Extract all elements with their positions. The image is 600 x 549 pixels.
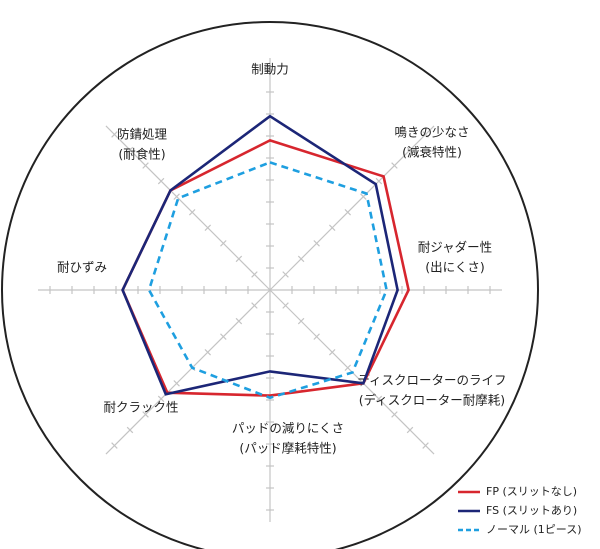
tick-mark <box>375 395 383 403</box>
tick-mark <box>204 224 212 232</box>
tick-mark <box>297 317 305 325</box>
series-line <box>121 114 399 396</box>
tick-mark <box>251 271 258 278</box>
tick-mark <box>360 193 367 200</box>
tick-mark <box>173 193 180 200</box>
tick-mark <box>204 348 212 356</box>
category-label: 防錆処理 <box>117 127 168 142</box>
tick-mark <box>391 411 398 418</box>
category-label: 制動力 <box>251 62 289 77</box>
category-label: 鳴きの少なさ <box>394 125 469 140</box>
tick-mark <box>375 177 383 185</box>
tick-mark <box>157 395 165 403</box>
tick-mark <box>391 162 398 169</box>
tick-mark <box>313 333 320 340</box>
axis-line <box>105 125 271 291</box>
tick-mark <box>111 442 118 449</box>
axis-line <box>105 289 271 455</box>
tick-mark <box>422 131 429 138</box>
legend-label: FS (スリットあり) <box>486 504 577 517</box>
category-label: (出にくさ) <box>425 260 485 275</box>
tick-mark <box>220 240 227 247</box>
tick-mark <box>344 208 352 216</box>
category-label: (減衰特性) <box>402 145 462 160</box>
tick-mark <box>251 302 258 309</box>
category-label: 耐ひずみ <box>57 260 107 275</box>
category-label: パッドの減りにくさ <box>232 421 344 436</box>
tick-mark <box>220 333 227 340</box>
tick-mark <box>235 255 243 263</box>
legend-label: FP (スリットなし) <box>486 485 577 498</box>
tick-mark <box>328 348 336 356</box>
category-label: ディスクローターのライフ <box>357 373 506 388</box>
tick-mark <box>422 442 429 449</box>
tick-mark <box>111 131 118 138</box>
category-label: (ディスクローター耐摩耗) <box>359 393 505 408</box>
tick-mark <box>406 426 414 434</box>
axis-line <box>269 125 435 291</box>
tick-mark <box>297 255 305 263</box>
tick-mark <box>157 177 165 185</box>
legend-label: ノーマル (1ピース) <box>486 523 582 536</box>
tick-mark <box>282 271 289 278</box>
tick-mark <box>188 208 196 216</box>
category-label: 耐ジャダー性 <box>418 240 492 255</box>
tick-mark <box>282 302 289 309</box>
category-label: (耐食性) <box>118 147 165 162</box>
tick-mark <box>406 146 414 154</box>
category-label: (パッド摩耗特性) <box>239 441 336 456</box>
tick-mark <box>142 411 149 418</box>
tick-mark <box>313 240 320 247</box>
outer-ring <box>1 21 539 549</box>
series-line <box>147 161 388 400</box>
tick-mark <box>235 317 243 325</box>
tick-mark <box>173 380 180 387</box>
tick-mark <box>126 426 134 434</box>
tick-mark <box>126 146 134 154</box>
category-label: 耐クラック性 <box>103 400 178 415</box>
tick-mark <box>328 224 336 232</box>
tick-mark <box>142 162 149 169</box>
tick-mark <box>344 364 352 372</box>
